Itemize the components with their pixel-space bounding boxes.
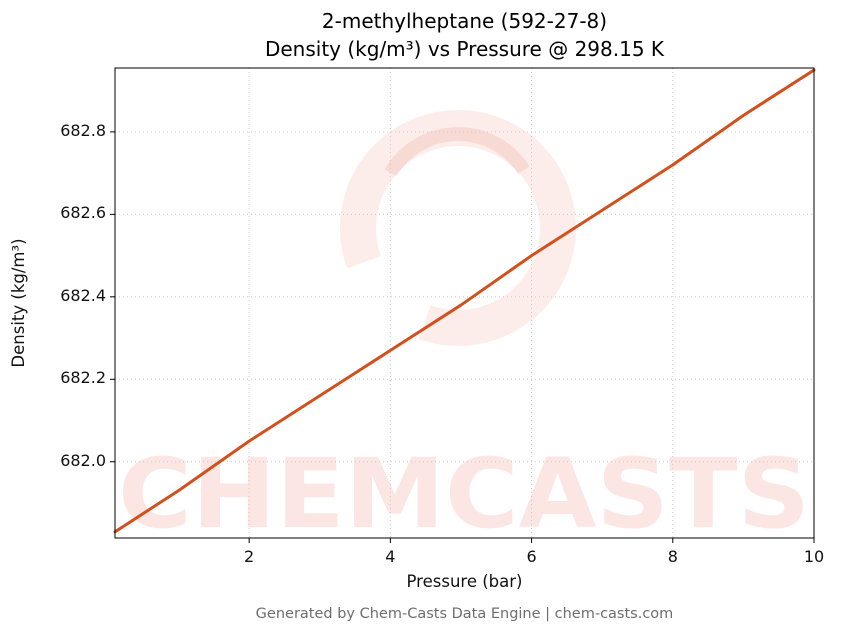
chart-title: 2-methylheptane (592-27-8) xyxy=(321,9,608,33)
x-tick-label: 8 xyxy=(667,547,678,566)
y-tick-label: 682.4 xyxy=(60,285,106,305)
x-tick-label: 6 xyxy=(526,547,537,566)
y-axis-label: Density (kg/m³) xyxy=(9,238,28,368)
watermark-text: CHEMCASTS xyxy=(118,438,810,550)
x-tick-label: 4 xyxy=(385,547,396,566)
chart-subtitle: Density (kg/m³) vs Pressure @ 298.15 K xyxy=(264,37,665,61)
y-tick-label: 682.0 xyxy=(60,450,106,470)
y-tick-label: 682.8 xyxy=(60,120,106,140)
series-line-density xyxy=(113,68,816,534)
plot-border xyxy=(114,67,815,539)
y-tick-label: 682.2 xyxy=(60,368,106,388)
y-tick-label: 682.6 xyxy=(60,203,106,223)
x-tick-label: 10 xyxy=(803,547,825,566)
footer-credit: Generated by Chem-Casts Data Engine | ch… xyxy=(255,606,674,622)
x-axis-label: Pressure (bar) xyxy=(406,572,523,591)
x-tick-label: 2 xyxy=(244,547,255,566)
